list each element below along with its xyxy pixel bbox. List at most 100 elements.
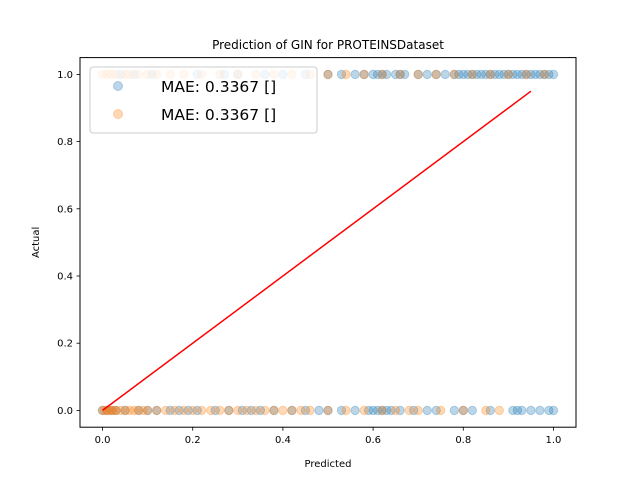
legend-box: [89, 66, 318, 134]
scatter-point-series-2: [539, 69, 550, 80]
scatter-point-series-2: [467, 69, 477, 80]
axes-frame: [79, 57, 577, 428]
scatter-point-series-1: [422, 69, 432, 80]
scatter-point-series-2: [395, 69, 405, 80]
scatter-point-series-1: [390, 69, 401, 80]
scatter-point-series-1: [440, 69, 450, 80]
scatter-point-series-2: [449, 69, 459, 80]
scatter-point-series-1: [526, 405, 536, 416]
scatter-point-series-1: [323, 405, 333, 416]
y-tick-label: 0.0: [57, 406, 73, 417]
scatter-point-series-2: [109, 405, 119, 416]
scatter-point-series-1: [368, 405, 378, 416]
scatter-point-series-2: [341, 69, 351, 80]
scatter-point-series-2: [485, 69, 495, 80]
scatter-point-series-2: [377, 69, 387, 80]
scatter-point-series-2: [133, 405, 144, 416]
scatter-point-series-1: [372, 69, 383, 80]
scatter-point-series-2: [197, 405, 207, 416]
scatter-point-series-1: [467, 69, 477, 80]
scatter-point-series-1: [458, 405, 468, 416]
scatter-point-series-1: [476, 69, 486, 80]
scatter-point-series-1: [237, 405, 248, 416]
x-tick-label: 0.2: [185, 435, 201, 446]
legend-marker-orange: [113, 109, 123, 119]
scatter-point-series-1: [463, 69, 473, 80]
scatter-point-series-2: [359, 405, 369, 416]
chart-title: Prediction of GIN for PROTEINSDataset: [212, 38, 444, 52]
legend-label-blue: MAE: 0.3367 []: [161, 78, 276, 96]
scatter-point-series-1: [120, 405, 130, 416]
scatter-point-series-1: [287, 405, 297, 416]
scatter-point-series-1: [512, 405, 523, 416]
scatter-point-series-2: [359, 69, 369, 80]
scatter-point-series-1: [508, 405, 518, 416]
scatter-point-series-1: [133, 405, 144, 416]
scatter-point-series-2: [458, 405, 468, 416]
scatter-point-series-1: [142, 405, 153, 416]
scatter-point-series-1: [336, 69, 347, 80]
y-tick-label: 0.2: [57, 339, 73, 350]
reference-line-1: [102, 90, 532, 412]
scatter-point-series-2: [521, 69, 532, 80]
scatter-point-series-2: [377, 405, 387, 416]
scatter-point-series-1: [413, 69, 423, 80]
scatter-point-series-1: [481, 69, 491, 80]
scatter-point-series-2: [404, 405, 414, 416]
scatter-point-series-1: [224, 405, 234, 416]
scatter-point-series-1: [165, 405, 175, 416]
scatter-point-series-1: [395, 69, 405, 80]
scatter-point-series-2: [413, 69, 423, 80]
x-axis-title: Predicted: [305, 459, 352, 470]
scatter-point-series-1: [336, 405, 347, 416]
scatter-point-series-1: [350, 405, 360, 416]
scatter-point-series-1: [512, 69, 523, 80]
scatter-point-series-1: [431, 405, 441, 416]
scatter-point-series-1: [269, 405, 279, 416]
scatter-point-series-1: [548, 69, 559, 80]
scatter-point-series-2: [436, 405, 446, 416]
scatter-point-series-2: [242, 405, 252, 416]
scatter-point-series-1: [381, 405, 392, 416]
y-tick-label: 0.8: [57, 137, 73, 148]
scatter-point-series-1: [472, 69, 482, 80]
scatter-point-series-1: [111, 405, 121, 416]
y-tick-label: 0.4: [57, 272, 73, 283]
scatter-point-series-2: [323, 69, 333, 80]
scatter-point-series-2: [503, 69, 514, 80]
scatter-point-series-2: [100, 405, 110, 416]
scatter-point-series-1: [490, 69, 500, 80]
scatter-point-series-1: [485, 69, 495, 80]
scatter-point-series-2: [494, 405, 504, 416]
scatter-point-series-1: [535, 405, 545, 416]
scatter-point-series-1: [106, 405, 117, 416]
scatter-point-series-2: [129, 405, 139, 416]
scatter-point-series-1: [377, 405, 387, 416]
scatter-point-series-1: [314, 405, 324, 416]
x-tick-label: 1.0: [546, 435, 562, 446]
scatter-point-series-2: [179, 405, 189, 416]
scatter-point-series-1: [210, 405, 221, 416]
scatter-point-series-1: [539, 69, 550, 80]
scatter-point-series-2: [120, 405, 130, 416]
scatter-point-series-2: [296, 405, 306, 416]
scatter-point-series-1: [454, 69, 464, 80]
scatter-point-series-1: [350, 69, 360, 80]
y-tick-label: 1.0: [57, 70, 73, 81]
scatter-point-series-1: [508, 69, 518, 80]
scatter-point-series-1: [377, 69, 387, 80]
scatter-point-series-1: [372, 405, 383, 416]
scatter-point-series-1: [246, 405, 257, 416]
scatter-point-series-2: [413, 405, 423, 416]
x-tick-label: 0.4: [275, 435, 291, 446]
scatter-point-series-1: [530, 69, 541, 80]
scatter-point-series-2: [341, 405, 351, 416]
scatter-point-series-1: [323, 69, 333, 80]
scatter-point-series-2: [260, 405, 270, 416]
scatter-point-series-1: [521, 69, 532, 80]
scatter-point-series-2: [305, 405, 315, 416]
scatter-point-series-2: [287, 405, 297, 416]
scatter-point-series-1: [485, 405, 495, 416]
scatter-point-series-1: [381, 69, 392, 80]
scatter-point-series-1: [548, 405, 559, 416]
